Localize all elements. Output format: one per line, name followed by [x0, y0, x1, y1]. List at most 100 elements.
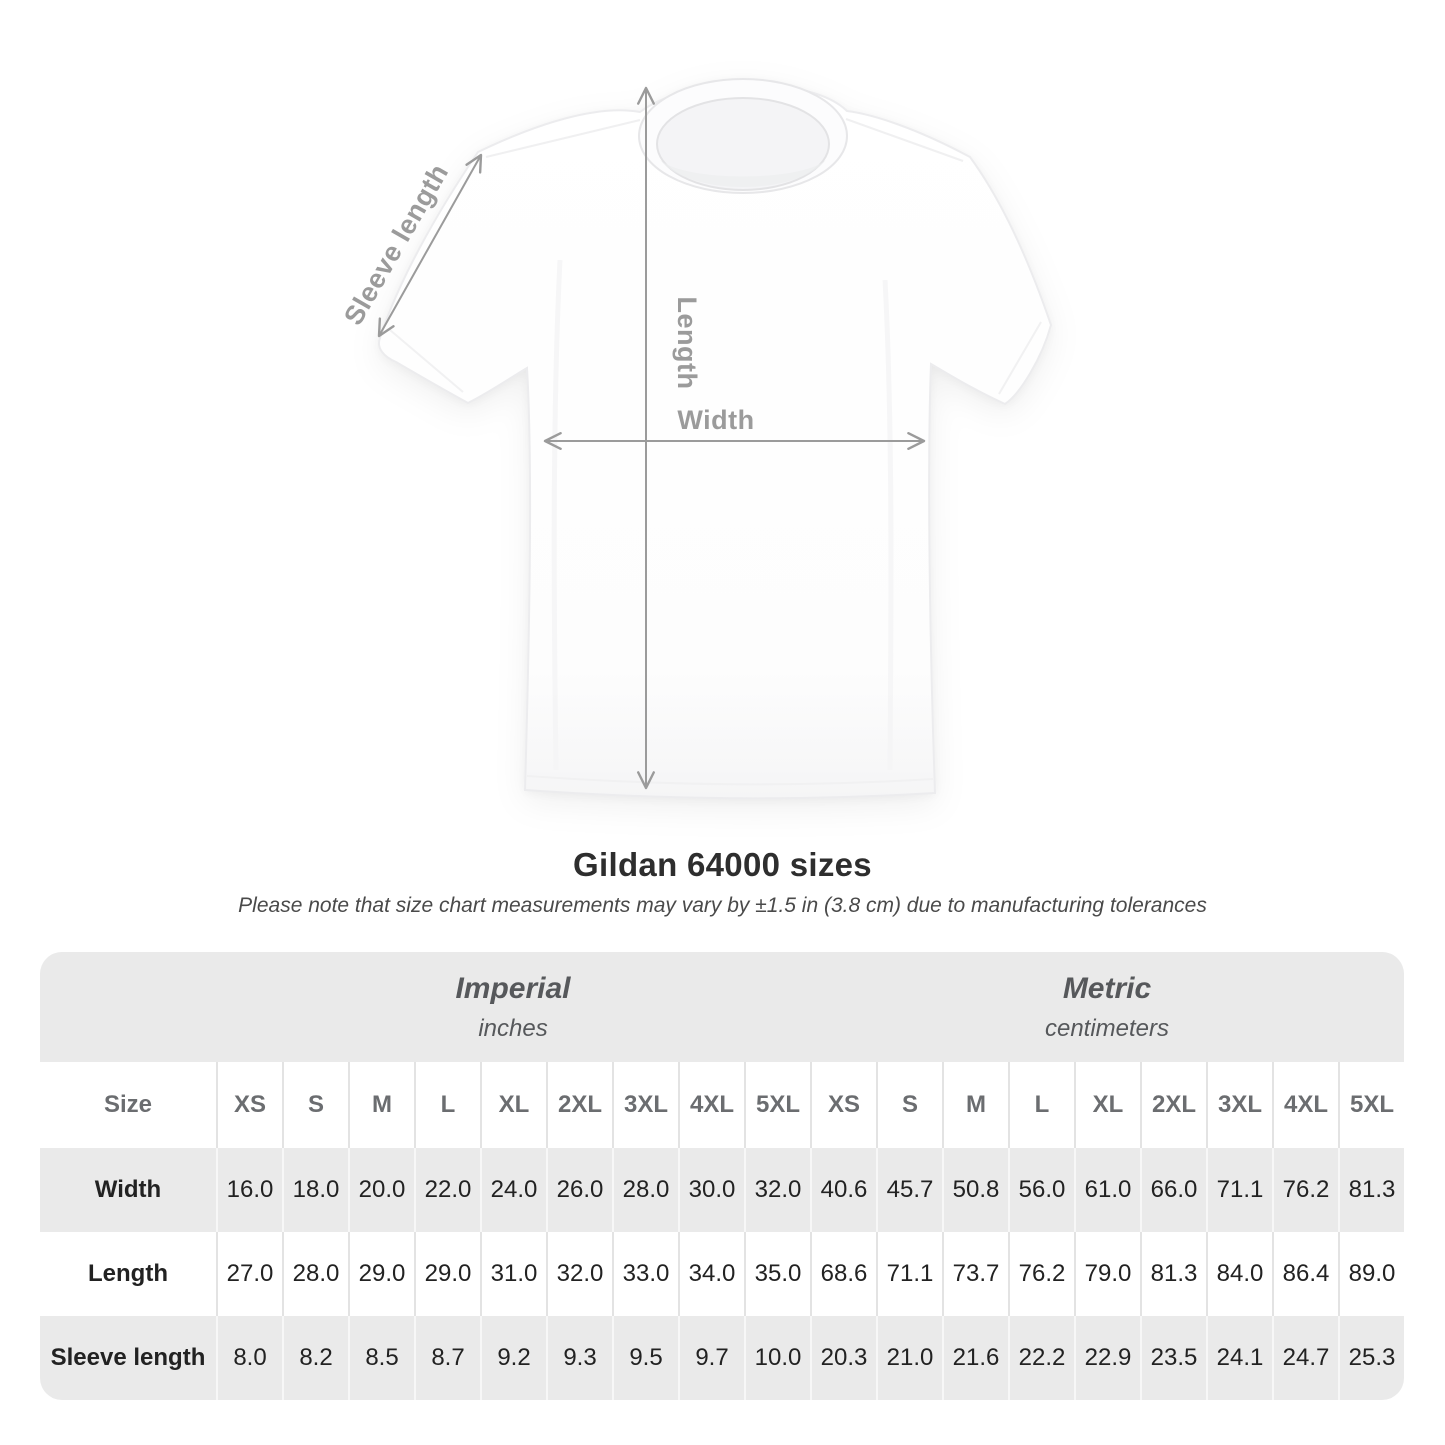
- table-cell: 20.0: [348, 1148, 414, 1232]
- size-col-imperial-3xl: 3XL: [612, 1062, 678, 1148]
- unit-group-unit: centimeters: [1044, 1014, 1170, 1042]
- tshirt-illustration: [378, 78, 1053, 800]
- size-col-imperial-m: M: [348, 1062, 414, 1148]
- table-cell: 20.3: [810, 1316, 876, 1400]
- size-col-imperial-xs: XS: [216, 1062, 282, 1148]
- table-row-sleeve-length: Sleeve length 8.0 8.2 8.5 8.7 9.2 9.3 9.5 9.7 10.…: [40, 1316, 1404, 1400]
- unit-group-imperial: Imperial inches: [216, 952, 810, 1062]
- bottom-hem-seam: [526, 775, 934, 786]
- table-cell: 73.7: [942, 1232, 1008, 1316]
- table-cell: 8.2: [282, 1316, 348, 1400]
- table-cell: 79.0: [1074, 1232, 1140, 1316]
- table-cell: 10.0: [744, 1316, 810, 1400]
- table-cell: 31.0: [480, 1232, 546, 1316]
- row-label: Width: [40, 1148, 216, 1232]
- right-shoulder-seam: [845, 118, 964, 162]
- table-cell: 30.0: [678, 1148, 744, 1232]
- table-cell: 18.0: [282, 1148, 348, 1232]
- table-cell: 21.0: [876, 1316, 942, 1400]
- table-cell: 50.8: [942, 1148, 1008, 1232]
- size-header-label: Size: [40, 1062, 216, 1148]
- table-cell: 26.0: [546, 1148, 612, 1232]
- size-col-metric-xl: XL: [1074, 1062, 1140, 1148]
- size-col-metric-5xl: 5XL: [1338, 1062, 1404, 1148]
- table-cell: 22.0: [414, 1148, 480, 1232]
- length-label: Length: [672, 297, 702, 390]
- table-cell: 68.6: [810, 1232, 876, 1316]
- size-col-imperial-l: L: [414, 1062, 480, 1148]
- table-cell: 29.0: [414, 1232, 480, 1316]
- table-cell: 9.7: [678, 1316, 744, 1400]
- size-chart-table: Imperial inches Metric centimeters Size XS S M L…: [40, 952, 1404, 1400]
- width-label: Width: [677, 405, 754, 435]
- table-cell: 76.2: [1008, 1232, 1074, 1316]
- table-cell: 24.7: [1272, 1316, 1338, 1400]
- table-cell: 21.6: [942, 1316, 1008, 1400]
- table-cell: 76.2: [1272, 1148, 1338, 1232]
- table-cell: 8.5: [348, 1316, 414, 1400]
- table-cell: 71.1: [1206, 1148, 1272, 1232]
- size-col-imperial-2xl: 2XL: [546, 1062, 612, 1148]
- size-col-imperial-xl: XL: [480, 1062, 546, 1148]
- table-cell: 8.7: [414, 1316, 480, 1400]
- table-cell: 22.9: [1074, 1316, 1140, 1400]
- table-cell: 32.0: [744, 1148, 810, 1232]
- left-shoulder-seam: [485, 119, 641, 158]
- size-col-imperial-s: S: [282, 1062, 348, 1148]
- size-col-metric-m: M: [942, 1062, 1008, 1148]
- sleeve-length-arrow: [377, 153, 483, 338]
- collar-inner: [656, 97, 830, 191]
- size-col-metric-4xl: 4XL: [1272, 1062, 1338, 1148]
- size-header-row: Size XS S M L XL 2XL 3XL 4XL 5XL XS S M L XL 2XL 3XL 4XL 5…: [40, 1062, 1404, 1148]
- table-cell: 24.1: [1206, 1316, 1272, 1400]
- collar-shadow: [660, 160, 826, 187]
- crease-right: [882, 279, 894, 771]
- table-cell: 32.0: [546, 1232, 612, 1316]
- table-cell: 9.3: [546, 1316, 612, 1400]
- unit-header-row: Imperial inches Metric centimeters: [40, 952, 1404, 1062]
- size-col-metric-s: S: [876, 1062, 942, 1148]
- table-cell: 22.2: [1008, 1316, 1074, 1400]
- table-cell: 16.0: [216, 1148, 282, 1232]
- table-cell: 89.0: [1338, 1232, 1404, 1316]
- table-cell: 27.0: [216, 1232, 282, 1316]
- table-cell: 61.0: [1074, 1148, 1140, 1232]
- table-cell: 71.1: [876, 1232, 942, 1316]
- table-cell: 29.0: [348, 1232, 414, 1316]
- table-cell: 84.0: [1206, 1232, 1272, 1316]
- size-table: Imperial inches Metric centimeters Size XS S M L…: [40, 952, 1404, 1400]
- table-cell: 9.5: [612, 1316, 678, 1400]
- table-row-width: Width 16.0 18.0 20.0 22.0 24.0 26.0 28.0 30.0 32.…: [40, 1148, 1404, 1232]
- unit-group-metric: Metric centimeters: [810, 952, 1404, 1062]
- table-cell: 81.3: [1338, 1148, 1404, 1232]
- table-cell: 86.4: [1272, 1232, 1338, 1316]
- table-cell: 28.0: [612, 1148, 678, 1232]
- table-cell: 66.0: [1140, 1148, 1206, 1232]
- right-sleeve-hem-seam: [998, 321, 1042, 395]
- table-cell: 8.0: [216, 1316, 282, 1400]
- size-col-metric-xs: XS: [810, 1062, 876, 1148]
- size-col-metric-2xl: 2XL: [1140, 1062, 1206, 1148]
- table-corner-cell: [40, 952, 216, 1062]
- table-cell: 25.3: [1338, 1316, 1404, 1400]
- row-label: Length: [40, 1232, 216, 1316]
- size-col-metric-3xl: 3XL: [1206, 1062, 1272, 1148]
- table-cell: 23.5: [1140, 1316, 1206, 1400]
- table-row-length: Length 27.0 28.0 29.0 29.0 31.0 32.0 33.0 34.0 35…: [40, 1232, 1404, 1316]
- tshirt-measurement-figure: Sleeve length Length Width: [338, 78, 1053, 800]
- unit-group-name: Imperial: [455, 971, 571, 1005]
- size-col-imperial-5xl: 5XL: [744, 1062, 810, 1148]
- table-cell: 24.0: [480, 1148, 546, 1232]
- table-cell: 33.0: [612, 1232, 678, 1316]
- table-cell: 34.0: [678, 1232, 744, 1316]
- left-sleeve-hem-seam: [389, 329, 464, 393]
- unit-group-name: Metric: [1062, 971, 1152, 1005]
- tshirt-diagram: Sleeve length Length Width: [338, 78, 1053, 800]
- table-cell: 28.0: [282, 1232, 348, 1316]
- table-cell: 81.3: [1140, 1232, 1206, 1316]
- table-cell: 40.6: [810, 1148, 876, 1232]
- size-col-imperial-4xl: 4XL: [678, 1062, 744, 1148]
- table-cell: 9.2: [480, 1316, 546, 1400]
- size-col-metric-l: L: [1008, 1062, 1074, 1148]
- crease-left: [551, 259, 563, 771]
